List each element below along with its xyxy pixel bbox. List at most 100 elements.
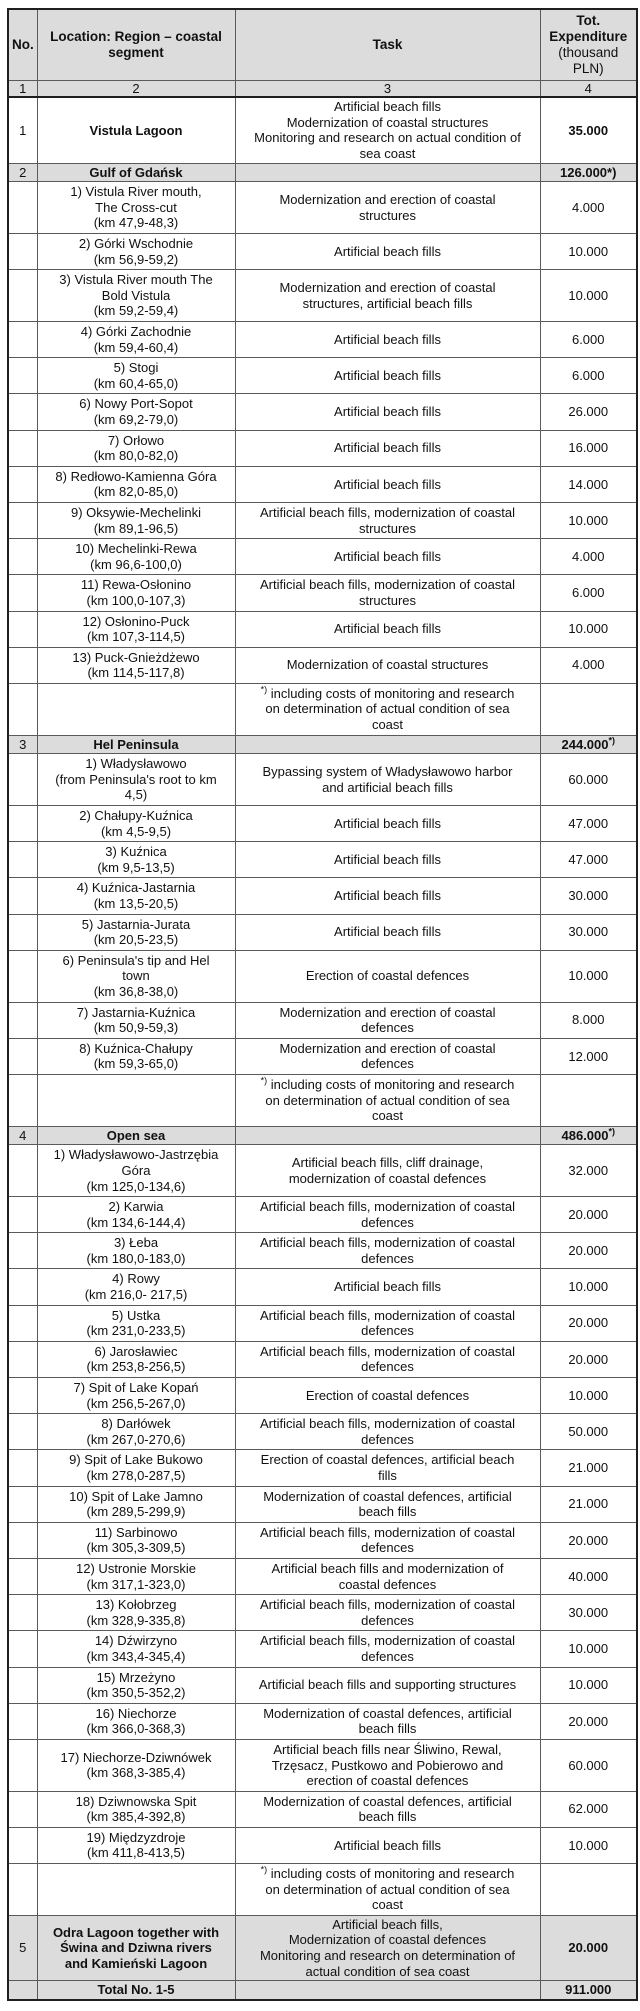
task-cell: Artificial beach fills, modernization of…	[234, 1630, 541, 1668]
location-cell: 13) Puck-Gnieżdżewo (km 114,5-117,8)	[36, 646, 236, 684]
segment-row: 5) Ustka (km 231,0-233,5) Artificial beac…	[7, 1304, 638, 1342]
expenditure-cell: 12.000	[539, 1037, 638, 1075]
task-cell: Artificial beach fills	[234, 357, 541, 395]
location-cell: Odra Lagoon together with Świna and Dziw…	[36, 1914, 236, 1982]
task-cell: Artificial beach fills near Śliwino, Rew…	[234, 1738, 541, 1792]
location-cell: Total No. 1-5	[36, 1980, 236, 2001]
row-number-cell	[7, 538, 38, 576]
row-number-cell	[7, 1001, 38, 1039]
location-cell: Hel Peninsula	[36, 734, 236, 755]
expenditure-cell: 20.000	[539, 1304, 638, 1342]
expenditure-cell: 62.000	[539, 1790, 638, 1828]
task-cell: *) including costs of monitoring and res…	[234, 1073, 541, 1127]
location-cell: 12) Osłonino-Puck (km 107,3-114,5)	[36, 610, 236, 648]
expenditure-cell: 47.000	[539, 841, 638, 879]
segment-row: 13) Kołobrzeg (km 328,9-335,8) Artificial…	[7, 1594, 638, 1632]
segment-row: 16) Niechorze (km 366,0-368,3) Modernizat…	[7, 1702, 638, 1740]
row-number-cell	[7, 682, 38, 736]
task-cell	[234, 1980, 541, 2001]
task-cell: Artificial beach fills, modernization of…	[234, 501, 541, 540]
segment-row: 6) Peninsula's tip and Hel town (km 36,8…	[7, 949, 638, 1003]
row-number-cell	[7, 320, 38, 359]
footnote-mark: *)	[260, 1075, 268, 1086]
location-cell: 4) Kuźnica-Jastarnia (km 13,5-20,5)	[36, 877, 236, 915]
location-cell: Gulf of Gdańsk	[36, 162, 236, 183]
task-cell: Artificial beach fills	[234, 610, 541, 648]
expenditure-cell: 14.000	[539, 465, 638, 503]
expenditure-cell: 50.000	[539, 1413, 638, 1451]
row-number-cell	[7, 1232, 38, 1270]
segment-row: 7) Orłowo (km 80,0-82,0) Artificial beach…	[7, 429, 638, 467]
location-cell: 6) Jarosławiec (km 253,8-256,5)	[36, 1340, 236, 1379]
row-number-cell	[7, 1073, 38, 1127]
task-cell: Modernization and erection of coastal de…	[234, 1001, 541, 1039]
location-cell: 4) Rowy (km 216,0- 217,5)	[36, 1268, 236, 1306]
task-cell: Modernization of coastal structures	[234, 646, 541, 684]
column-number: 3	[234, 79, 541, 99]
location-cell: 4) Górki Zachodnie (km 59,4-60,4)	[36, 320, 236, 359]
segment-row: 12) Osłonino-Puck (km 107,3-114,5) Artifi…	[7, 610, 638, 648]
task-cell: Artificial beach fills	[234, 913, 541, 951]
segment-row: 8) Kuźnica-Chałupy (km 59,3-65,0) Moderni…	[7, 1037, 638, 1075]
row-number-cell	[7, 1630, 38, 1668]
segment-row: 5) Jastarnia-Jurata (km 20,5-23,5) Artifi…	[7, 913, 638, 951]
segment-row: 7) Spit of Lake Kopań (km 256,5-267,0) Er…	[7, 1377, 638, 1415]
task-cell: Modernization of coastal defences, artif…	[234, 1702, 541, 1740]
footnote-mark: *)	[608, 735, 616, 746]
location-cell: 15) Mrzeżyno (km 350,5-352,2)	[36, 1666, 236, 1704]
expenditure-cell: 10.000	[539, 1630, 638, 1668]
task-cell: Artificial beach fills	[234, 393, 541, 431]
location-cell	[36, 1073, 236, 1127]
task-cell: Artificial beach fills, modernization of…	[234, 1413, 541, 1451]
row-number-cell	[7, 429, 38, 467]
location-cell	[36, 1863, 236, 1916]
table-header: No. Location: Region – coastal segment T…	[7, 8, 638, 99]
expenditure-cell	[539, 1073, 638, 1127]
row-number-cell: 1	[7, 96, 38, 164]
row-number-cell: 3	[7, 734, 38, 755]
segment-row: 14) Dźwirzyno (km 343,4-345,4) Artificial…	[7, 1630, 638, 1668]
row-number-cell	[7, 753, 38, 807]
task-cell: Artificial beach fills and supporting st…	[234, 1666, 541, 1704]
row-number-cell	[7, 233, 38, 271]
expenditure-cell: 21.000	[539, 1449, 638, 1487]
segment-row: 3) Łeba (km 180,0-183,0) Artificial beach…	[7, 1232, 638, 1270]
segment-row: 11) Rewa-Osłonino (km 100,0-107,3) Artifi…	[7, 574, 638, 612]
location-cell: 7) Orłowo (km 80,0-82,0)	[36, 429, 236, 467]
segment-row: 4) Kuźnica-Jastarnia (km 13,5-20,5) Artif…	[7, 877, 638, 915]
task-cell: Artificial beach fills and modernization…	[234, 1557, 541, 1596]
expenditure-cell: 20.000	[539, 1702, 638, 1740]
expenditure-cell: 21.000	[539, 1485, 638, 1523]
row-number-cell: 2	[7, 162, 38, 183]
row-number-cell	[7, 269, 38, 322]
location-cell: 2) Karwia (km 134,6-144,4)	[36, 1196, 236, 1234]
location-cell: 6) Peninsula's tip and Hel town (km 36,8…	[36, 949, 236, 1003]
location-cell: 11) Sarbinowo (km 305,3-309,5)	[36, 1521, 236, 1559]
row-number-cell	[7, 841, 38, 879]
row-number-cell	[7, 1268, 38, 1306]
expenditure-cell: 60.000	[539, 753, 638, 807]
location-cell: 13) Kołobrzeg (km 328,9-335,8)	[36, 1594, 236, 1632]
row-number-cell	[7, 877, 38, 915]
location-cell: 17) Niechorze-Dziwnówek (km 368,3-385,4)	[36, 1738, 236, 1792]
row-number-cell	[7, 1413, 38, 1451]
footnote-row: *) including costs of monitoring and res…	[7, 1863, 638, 1916]
region-row: 3 Hel Peninsula 244.000*)	[7, 734, 638, 755]
location-cell: 8) Redłowo-Kamienna Góra (km 82,0-85,0)	[36, 465, 236, 503]
expenditure-cell: 4.000	[539, 181, 638, 235]
location-cell: 9) Spit of Lake Bukowo (km 278,0-287,5)	[36, 1449, 236, 1487]
row-number-cell	[7, 574, 38, 612]
segment-row: 18) Dziwnowska Spit (km 385,4-392,8) Mode…	[7, 1790, 638, 1828]
row-number-cell: 4	[7, 1125, 38, 1146]
task-cell: Artificial beach fills, Modernization of…	[234, 1914, 541, 1982]
segment-row: 4) Rowy (km 216,0- 217,5) Artificial beac…	[7, 1268, 638, 1306]
task-cell: Artificial beach fills, modernization of…	[234, 1340, 541, 1379]
task-cell: Modernization and erection of coastal st…	[234, 269, 541, 322]
row-number-cell: 5	[7, 1914, 38, 1982]
row-number-cell	[7, 1790, 38, 1828]
expenditure-cell: 4.000	[539, 538, 638, 576]
col-header-location: Location: Region – coastal segment	[36, 8, 236, 81]
expenditure-cell: 244.000*)	[539, 734, 638, 755]
task-cell: Artificial beach fills, modernization of…	[234, 1521, 541, 1559]
col-header-task: Task	[234, 8, 541, 81]
